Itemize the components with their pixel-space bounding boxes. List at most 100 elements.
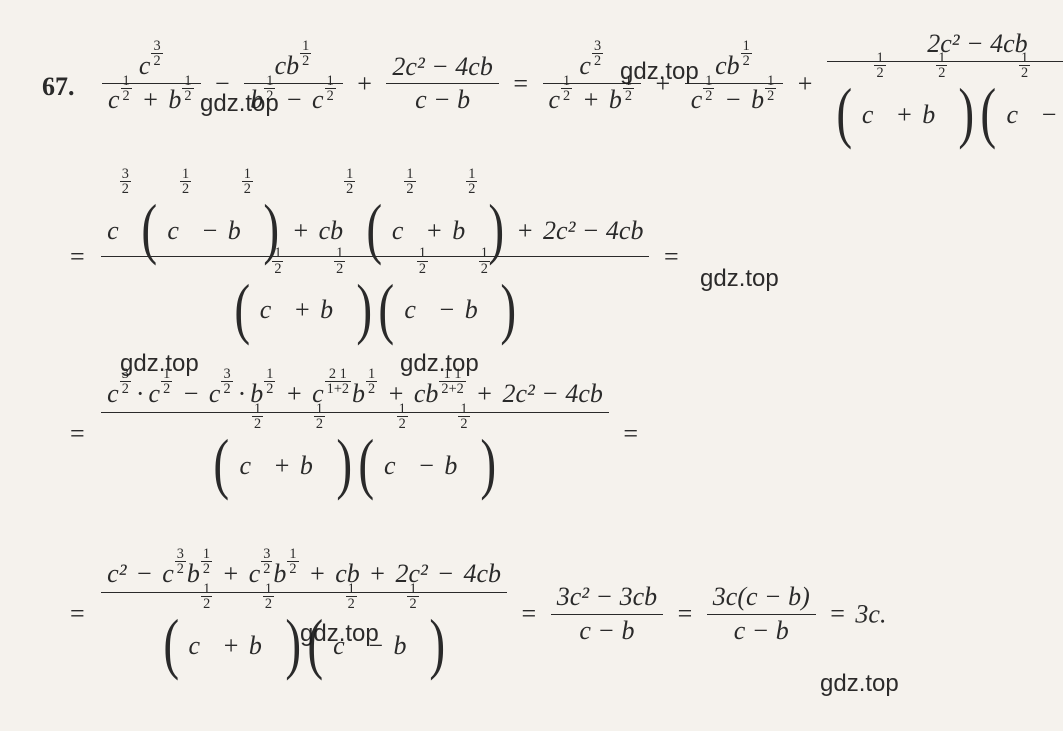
exp-3-2-icon: 32 — [592, 39, 603, 69]
frac-line4-a: c² − c32b12 + c32b12 + cb + 2c² − 4cb ( … — [101, 560, 507, 669]
term-c2: c² — [107, 559, 126, 588]
eq-op: = — [623, 419, 638, 448]
var-b: b — [300, 451, 313, 480]
var-b: b — [452, 216, 465, 245]
watermark-text: gdz.top — [120, 350, 199, 378]
var-b: b — [609, 85, 622, 114]
exp-1-2-icon: 12 — [121, 74, 132, 104]
eq-op: = — [664, 242, 679, 271]
var-b: b — [286, 51, 299, 80]
eq-lead: = — [70, 242, 85, 272]
rparen-icon: ) — [430, 607, 446, 681]
watermark-text: gdz.top — [200, 90, 279, 118]
exp-1-2-icon: 12 — [466, 167, 477, 197]
exp-1-2-icon: 12 — [325, 74, 336, 104]
var-b: b — [425, 379, 438, 408]
exp-1-2-icon: 12 — [300, 39, 311, 69]
exp-1-2-icon: 12 — [404, 167, 415, 197]
frac-line2: c32 ( c12 − b12 ) + cb12 ( c12 + b12 ) +… — [101, 180, 649, 334]
lparen-icon: ( — [358, 427, 374, 501]
var-c: c — [239, 451, 251, 480]
lparen-icon: ( — [366, 192, 382, 266]
exp-1-2-icon: 12 — [263, 582, 274, 612]
eq-op: = — [513, 69, 528, 98]
frac-t3: 2c² − 4cb c − b — [386, 53, 498, 115]
eq-op: = — [678, 599, 693, 628]
exp-1-2-icon: 12 — [182, 74, 193, 104]
var-b: b — [393, 631, 406, 660]
var-b: b — [352, 379, 365, 408]
exp-1-2-icon: 12 — [334, 246, 345, 276]
exp-1-2-icon: 12 — [417, 246, 428, 276]
problem-number: 67. — [42, 72, 75, 102]
var-c: c — [715, 51, 727, 80]
var-c: c — [691, 85, 703, 114]
var-b: b — [727, 51, 740, 80]
eq-op: = — [522, 599, 537, 628]
watermark-text: gdz.top — [700, 265, 779, 293]
rparen-icon: ) — [488, 192, 504, 266]
var-c: c — [260, 295, 272, 324]
exp-1-2-icon: 12 — [366, 367, 377, 397]
var-c: c — [162, 559, 174, 588]
exp-3-2-icon: 32 — [175, 547, 186, 577]
var-c: c — [167, 216, 179, 245]
exp-1-2-icon: 12 — [561, 74, 572, 104]
var-b: b — [751, 85, 764, 114]
var-b: b — [922, 100, 935, 129]
plus-op: + — [357, 69, 372, 98]
var-c: c — [275, 51, 287, 80]
var-b: b — [249, 631, 262, 660]
var-b: b — [320, 295, 333, 324]
lparen-icon: ( — [142, 192, 158, 266]
plus-op: + — [798, 69, 813, 98]
rparen-icon: ) — [285, 607, 301, 681]
var-c: c — [1006, 100, 1018, 129]
watermark-text: gdz.top — [400, 350, 479, 378]
eq-lead: = — [70, 419, 85, 449]
var-c: c — [549, 85, 561, 114]
exp-sum-icon: 2 11+2 — [325, 367, 351, 397]
exp-1-2-icon: 12 — [1019, 51, 1030, 81]
var-c: c — [108, 85, 120, 114]
eq-op: = — [830, 599, 845, 628]
var-c: c — [209, 379, 221, 408]
var-c: c — [249, 559, 261, 588]
rparen-icon: ) — [480, 427, 496, 501]
exp-1-2-icon: 12 — [344, 167, 355, 197]
exp-3-2-icon: 32 — [261, 547, 272, 577]
term-4cb: 4cb — [463, 559, 501, 588]
var-c: c — [404, 295, 416, 324]
term-2c2-4cb: 2c² − 4cb — [502, 379, 602, 408]
exp-1-2-icon: 12 — [703, 74, 714, 104]
var-c: c — [579, 51, 591, 80]
exp-1-2-icon: 12 — [201, 582, 212, 612]
exp-1-2-icon: 12 — [272, 246, 283, 276]
frac-r2: cb12 c12 − b12 — [685, 52, 784, 116]
exp-1-2-icon: 12 — [346, 582, 357, 612]
equation-line-2: = c32 ( c12 − b12 ) + cb12 ( c12 + b12 )… — [70, 180, 683, 334]
var-b: b — [168, 85, 181, 114]
var-cb: cb — [319, 216, 344, 245]
exp-1-2-icon: 12 — [479, 246, 490, 276]
lparen-icon: ( — [379, 272, 395, 346]
var-c: c — [414, 379, 426, 408]
var-c: c — [107, 216, 119, 245]
exp-1-2-icon: 12 — [765, 74, 776, 104]
exp-1-2-icon: 12 — [252, 402, 263, 432]
exp-1-2-icon: 12 — [242, 167, 253, 197]
exp-1-2-icon: 12 — [201, 547, 212, 577]
lparen-icon: ( — [981, 76, 997, 150]
var-c: c — [149, 379, 161, 408]
exp-1-2-icon: 12 — [407, 582, 418, 612]
rparen-icon: ) — [958, 76, 974, 150]
exp-1-2-icon: 12 — [397, 402, 408, 432]
exp-1-2-icon: 12 — [264, 367, 275, 397]
var-b: b — [228, 216, 241, 245]
var-c: c — [312, 85, 324, 114]
rparen-icon: ) — [336, 427, 352, 501]
watermark-text: gdz.top — [300, 620, 379, 648]
exp-1-2-icon: 12 — [458, 402, 469, 432]
frac-r3: 2c² − 4cb ( c12 + b12 )( c12 − b12 ) — [827, 30, 1063, 138]
eq-lead: = — [70, 599, 85, 629]
